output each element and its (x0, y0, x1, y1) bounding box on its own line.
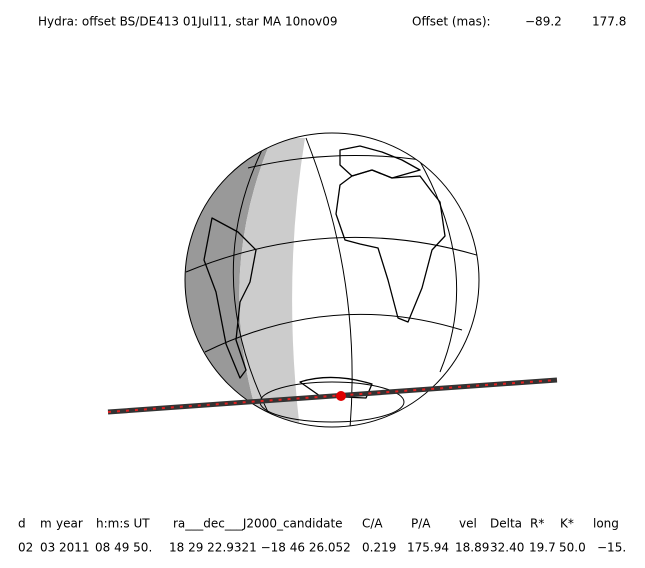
column-header: h:m:s UT (96, 517, 150, 531)
cell: 175.94 (407, 541, 449, 555)
column-header: K* (560, 517, 574, 531)
offset-label: Offset (mas): (412, 15, 491, 29)
cell: 08 49 50. (95, 541, 152, 555)
title: Hydra: offset BS/DE413 01Jul11, star MA … (38, 15, 338, 29)
cell: 18 29 22.9321 −18 46 26.052 (169, 541, 351, 555)
globe (184, 132, 480, 428)
column-header: year (56, 517, 83, 531)
meridian (305, 137, 353, 427)
column-header: R* (530, 517, 544, 531)
column-header: m (40, 517, 52, 531)
europe (339, 145, 421, 179)
column-header: Delta (490, 517, 522, 531)
cell: 2011 (59, 541, 90, 555)
cell: 03 (40, 541, 55, 555)
cell: 50.0 (559, 541, 586, 555)
parallel (204, 313, 463, 353)
column-header: P/A (411, 517, 431, 531)
column-header: vel (459, 517, 477, 531)
meridian (232, 149, 273, 421)
cell: −15. (597, 541, 626, 555)
cell: 32.40 (490, 541, 524, 555)
cell: 19.7 (529, 541, 556, 555)
offset-value: 177.8 (592, 15, 626, 29)
offset-value: −89.2 (525, 15, 562, 29)
parallel (247, 155, 423, 169)
globe-outline (184, 132, 480, 428)
twilight-region (239, 138, 305, 427)
info-table: d m year h:m:s UT ra___dec___J2000_candidate… (18, 517, 626, 555)
column-header: long (593, 517, 619, 531)
parallel (185, 236, 479, 273)
cell: 0.219 (362, 541, 396, 555)
column-header: ra___dec___J2000_candidate (173, 517, 343, 531)
cell: 18.89 (455, 541, 489, 555)
meridian (417, 157, 458, 373)
column-header: d (18, 517, 26, 531)
shadow-track-ticks (107, 379, 558, 413)
column-header: C/A (362, 517, 383, 531)
south-america (203, 217, 257, 379)
cell: 02 (18, 541, 33, 555)
closest-approach (336, 391, 346, 401)
